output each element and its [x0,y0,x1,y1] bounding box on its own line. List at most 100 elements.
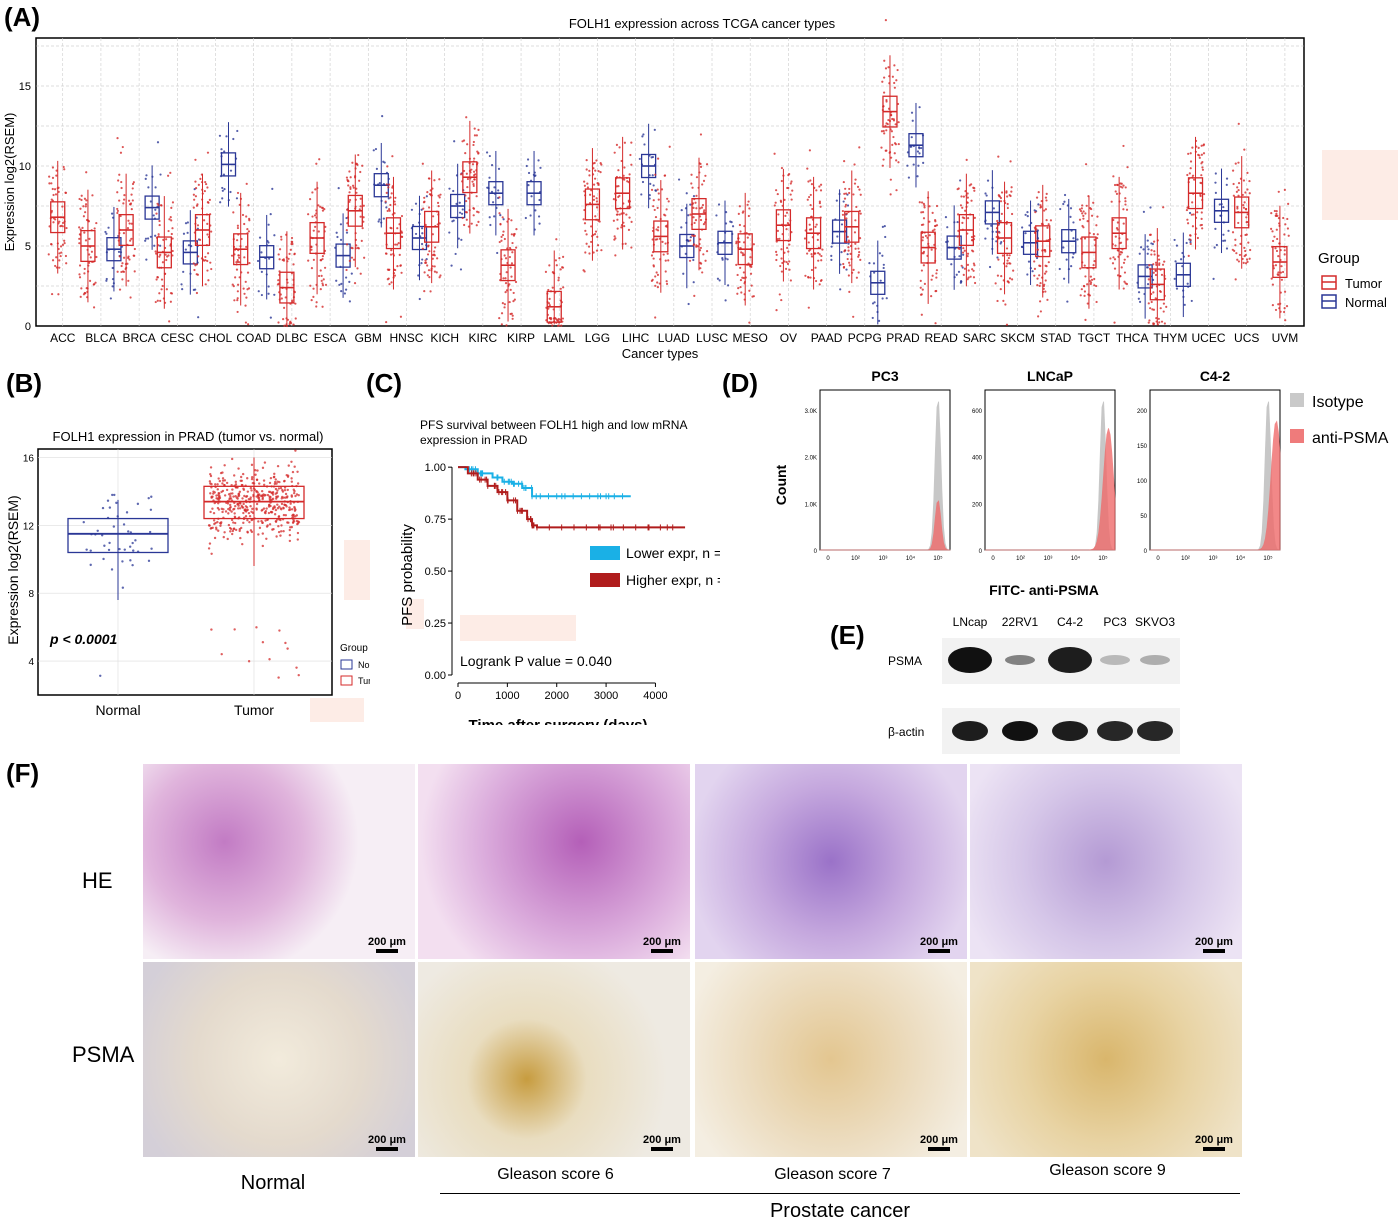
a-point [433,270,437,273]
a-point [922,223,925,226]
a-point [477,128,480,132]
a-point [595,200,599,203]
a-point [414,232,418,236]
a-point [524,216,527,220]
a-point [285,324,289,328]
a-point [1283,307,1286,310]
a-point [503,237,506,241]
a-point [421,232,424,235]
a-point [1190,213,1193,216]
a-point [789,182,792,185]
d-xtick: 10² [1016,556,1025,562]
micrograph-psma-gleason9: 200 μm [970,962,1242,1157]
a-point [78,197,81,201]
a-point [119,214,122,218]
b-point [263,494,266,497]
a-point [465,218,468,221]
b-point [210,628,213,631]
b-point [290,480,293,483]
a-point [959,204,963,207]
a-point [842,180,845,184]
a-point [1039,204,1042,207]
b-point [236,502,240,506]
a-point [1283,310,1286,314]
a-point [54,193,58,196]
a-point [1147,248,1150,251]
b-point [231,529,235,533]
a-point [1243,246,1246,249]
a-point [1186,282,1189,285]
a-point [375,167,378,170]
a-point [748,207,751,210]
a-point [197,183,200,186]
a-point [459,268,463,271]
a-point [287,257,290,260]
a-point [1001,254,1005,257]
a-point [595,197,598,200]
b-point [278,505,281,508]
a-point [561,317,565,320]
a-point [984,192,987,195]
d-xtick: 10² [1181,556,1190,562]
a-point [1121,186,1124,189]
a-point [890,130,893,133]
b-point [225,488,229,492]
a-point [845,268,848,271]
b-point [290,460,293,463]
a-point [420,227,424,230]
a-point [692,244,695,247]
b-point [268,481,272,485]
a-point [1162,302,1166,305]
a-point [186,221,189,224]
a-point [359,205,362,208]
a-point [775,250,778,253]
c-xtick: 2000 [544,690,568,702]
blot-lane-label: 22RV1 [1002,615,1039,629]
a-point [462,169,466,173]
a-point [1150,300,1153,304]
b-point [250,477,254,481]
a-point [466,185,469,189]
panel-e-blot: LNcap 22RV1 C4-2 PC3 SKVO3 PSMA β-actin [888,615,1180,754]
b-point [261,494,264,498]
a-point [372,149,375,152]
b-point [260,489,264,493]
a-point [1244,253,1247,257]
b-point [250,518,253,522]
a-point [50,243,53,246]
b-point [250,475,254,479]
a-point [64,254,68,258]
a-point [267,292,270,295]
a-point [667,259,670,262]
a-point [560,324,563,327]
a-point [321,282,324,285]
a-point [145,174,148,177]
a-point [417,274,420,277]
a-point [83,267,86,271]
a-point [280,235,283,238]
a-point [1213,246,1216,249]
b-point [220,507,224,511]
a-point [1282,216,1285,220]
a-point [359,215,362,218]
b-point [243,508,246,512]
panel-b-chart: FOLH1 expression in PRAD (tumor vs. norm… [5,429,370,722]
a-point [203,219,206,222]
a-point [280,238,283,241]
a-point [682,272,685,275]
a-point [144,177,147,180]
a-point [1009,194,1012,198]
a-point [1062,202,1065,206]
a-point [1021,245,1024,249]
a-point [664,225,668,228]
a-point [624,242,627,245]
a-point [891,143,894,146]
b-point [256,469,259,472]
a-point [592,183,596,186]
a-point [78,276,82,279]
a-point [655,271,658,274]
a-point [615,143,619,147]
a-point [597,183,600,186]
a-point [923,204,926,207]
a-point [267,223,270,226]
